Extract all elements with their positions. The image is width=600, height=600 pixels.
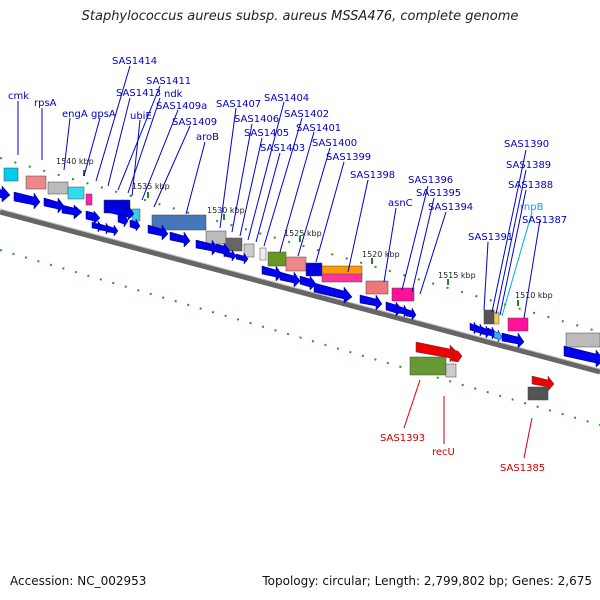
gene-label-SAS1389: SAS1389 [506, 160, 551, 171]
gene-label-SAS1393: SAS1393 [380, 433, 425, 444]
gene-label-SAS1405: SAS1405 [244, 128, 289, 139]
reverse-features [409, 341, 555, 401]
gene-label-SAS1409: SAS1409 [172, 117, 217, 128]
track-guides [0, 157, 600, 426]
genome-backbone [0, 208, 600, 375]
gene-label-aroB: aroB [196, 132, 219, 143]
top-labels: cmk rpsA engA gpsA SAS1414 SAS1413 SAS14… [8, 56, 567, 243]
gene-label-SAS1399: SAS1399 [326, 152, 371, 163]
gene-label-SAS1396: SAS1396 [408, 175, 453, 186]
gene-label-rnpB: rnpB [520, 202, 544, 213]
tick-label: 1510 kbp [515, 291, 553, 300]
gene-label-SAS1407: SAS1407 [216, 99, 261, 110]
gene-label-ndk: ndk [164, 89, 183, 100]
gene-label-gpsA: gpsA [91, 109, 116, 120]
tick-label: 1530 kbp [207, 206, 245, 215]
gene-label-SAS1409a: SAS1409a [156, 101, 207, 112]
scale-ticks [83, 170, 519, 306]
forward-features [3, 167, 600, 348]
gene-label-rpsA: rpsA [34, 98, 57, 109]
gene-label-SAS1411: SAS1411 [146, 76, 191, 87]
gene-label-SAS1394: SAS1394 [428, 202, 473, 213]
gene-arrows [0, 185, 600, 368]
gene-label-ubiE: ubiE [130, 111, 152, 122]
tick-label: 1540 kbp [56, 157, 94, 166]
tick-label: 1535 kbp [132, 182, 170, 191]
gene-label-SAS1400: SAS1400 [312, 138, 357, 149]
gene-label-SAS1402: SAS1402 [284, 109, 329, 120]
gene-label-SAS1391: SAS1391 [468, 232, 513, 243]
gene-label-SAS1414: SAS1414 [112, 56, 157, 67]
bottom-labels: SAS1393 recU SAS1385 [380, 433, 545, 474]
topology-label: Topology: circular; Length: 2,799,802 bp… [262, 574, 592, 588]
gene-label-SAS1390: SAS1390 [504, 139, 549, 150]
gene-label-recU: recU [432, 447, 455, 458]
gene-label-SAS1387: SAS1387 [522, 215, 567, 226]
gene-label-SAS1385: SAS1385 [500, 463, 545, 474]
accession-label: Accession: NC_002953 [10, 574, 147, 588]
gene-label-cmk: cmk [8, 91, 29, 102]
rnpB-leader [501, 211, 533, 317]
gene-label-SAS1404: SAS1404 [264, 93, 309, 104]
gene-label-engA: engA [62, 109, 88, 120]
label-leaders [17, 65, 541, 319]
tick-label: 1515 kbp [438, 271, 476, 280]
gene-label-SAS1398: SAS1398 [350, 170, 395, 181]
gene-label-SAS1413: SAS1413 [116, 88, 161, 99]
gene-label-SAS1401: SAS1401 [296, 123, 341, 134]
gene-label-SAS1395: SAS1395 [416, 188, 461, 199]
gene-label-SAS1406: SAS1406 [234, 114, 279, 125]
red-label-leaders [403, 379, 533, 459]
map-title: Staphylococcus aureus subsp. aureus MSSA… [81, 9, 519, 24]
tick-label: 1525 kbp [284, 229, 322, 238]
gene-label-SAS1403: SAS1403 [260, 143, 305, 154]
gene-label-asnC: asnC [388, 198, 413, 209]
tick-label: 1520 kbp [362, 250, 400, 259]
gene-label-SAS1388: SAS1388 [508, 180, 553, 191]
